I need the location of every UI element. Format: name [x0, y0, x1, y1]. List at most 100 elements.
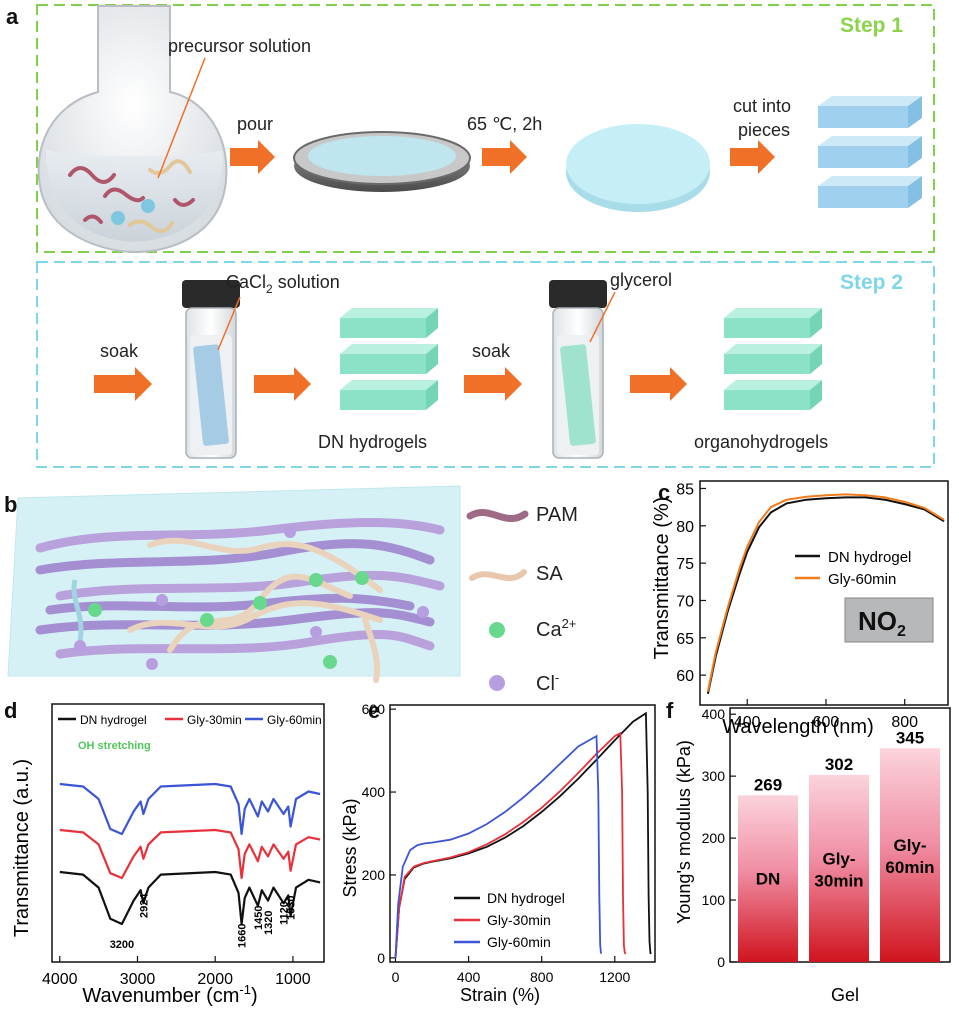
arrow-icon	[254, 367, 311, 401]
d-plot-frame	[51, 703, 325, 963]
petri-dish-icon	[293, 131, 471, 192]
f-y-tick-label: 0	[717, 954, 725, 970]
c-legend-label: DN hydrogel	[828, 549, 911, 566]
c-y-tick-label: 65	[676, 631, 694, 648]
f-category-label: 30min	[814, 871, 863, 890]
arrow-icon	[482, 140, 527, 174]
e-y-tick-label: 0	[377, 950, 385, 966]
c-x-tick-label: 800	[891, 714, 918, 731]
arrow-icon	[230, 140, 275, 174]
d-peak-label: 1450	[253, 906, 265, 930]
f-value-label: 269	[754, 775, 782, 794]
arrow-icon	[630, 367, 687, 401]
f-category-label: 60min	[885, 858, 934, 877]
d-peak-label: 2924	[138, 893, 150, 918]
e-y-tick-label: 200	[362, 867, 386, 883]
chloride-ion-icon	[489, 675, 505, 691]
d-peak-label: 1030	[286, 896, 298, 920]
step2-box	[36, 261, 935, 468]
f-y-tick-label: 300	[702, 768, 726, 784]
soak-label-1: soak	[100, 341, 139, 361]
no2-inset-image: NO2	[844, 597, 934, 643]
c-y-tick-label: 75	[676, 556, 694, 573]
e-x-tick-label: 400	[457, 969, 481, 985]
f-bar-1	[738, 795, 798, 962]
step2-title: Step 2	[840, 271, 903, 294]
c-x-tick-label: 600	[813, 714, 840, 731]
e-x-tick-label: 800	[530, 969, 554, 985]
e-y-tick-label: 600	[362, 701, 386, 717]
f-y-axis-label: Young's modulus (kPa)	[674, 740, 694, 924]
d-x-tick-label: 2000	[197, 971, 233, 988]
f-x-axis-label: Gel	[831, 985, 859, 1005]
f-value-label: 302	[825, 755, 853, 774]
c-y-axis-label: Transmittance (%)	[651, 497, 673, 660]
c-y-tick-label: 60	[676, 668, 694, 685]
gel-pieces-icon	[818, 96, 922, 208]
soak-label-2: soak	[472, 341, 511, 361]
panel-e-label: e	[368, 698, 380, 723]
f-category-label: Gly-	[822, 849, 855, 868]
f-bar-2	[809, 774, 869, 962]
cl-legend-label: Cl-	[536, 670, 559, 695]
d-legend-label: Gly-30min	[187, 713, 242, 727]
d-legend-label: DN hydrogel	[80, 713, 147, 727]
arrow-icon	[730, 140, 775, 174]
c-x-tick-label: 400	[734, 714, 761, 731]
d-series-line-3	[59, 782, 321, 836]
oh-stretching-annotation: OH stretching	[78, 740, 151, 752]
cut-label-line2: pieces	[738, 120, 790, 140]
pam-legend-icon	[466, 509, 529, 523]
pam-legend-label: PAM	[536, 504, 578, 526]
panel-f-label: f	[666, 698, 674, 723]
condition-label: 65 ℃, 2h	[467, 114, 542, 134]
svg-text:NO2: NO2	[858, 606, 906, 640]
e-series-line-3	[394, 734, 602, 958]
f-y-tick-label: 400	[702, 706, 726, 722]
d-peak-label: 3200	[110, 939, 134, 951]
calcium-ion-icon	[489, 622, 505, 638]
c-y-tick-label: 85	[676, 481, 694, 498]
cut-label-line1: cut into	[733, 96, 791, 116]
flask-icon	[37, 5, 228, 254]
f-y-tick-label: 200	[702, 830, 726, 846]
f-y-tick-label: 100	[702, 892, 726, 908]
panel-a-label: a	[6, 4, 19, 29]
step1-box	[36, 4, 935, 253]
d-y-axis-label: Transmittance (a.u.)	[11, 759, 33, 937]
dn-hydrogels-label: DN hydrogels	[318, 432, 427, 452]
d-series-line-1	[59, 870, 321, 926]
d-series-line-2	[59, 828, 321, 880]
e-legend-label: Gly-30min	[487, 912, 551, 928]
panel-d-label: d	[4, 698, 17, 723]
cacl2-label: CaCl2 solution	[226, 272, 340, 296]
vial-icon	[549, 280, 607, 459]
d-x-tick-label: 3000	[120, 971, 156, 988]
e-x-tick-label: 1200	[599, 969, 630, 985]
sa-legend-icon	[469, 569, 527, 581]
e-plot-frame	[389, 704, 656, 963]
d-x-tick-label: 1000	[275, 971, 311, 988]
e-series-line-2	[394, 731, 627, 958]
c-series-line-1	[706, 496, 945, 695]
network-illustration	[7, 485, 461, 683]
c-series-line-2	[706, 493, 945, 692]
pour-label: pour	[237, 114, 273, 134]
c-legend-label: Gly-60min	[828, 571, 896, 588]
panel-c-label: c	[658, 480, 670, 505]
dn-hydrogel-pieces-icon	[340, 308, 438, 410]
d-peak-label: 1120	[279, 901, 291, 925]
d-peak-label: 1660	[237, 924, 249, 948]
arrow-icon	[464, 367, 522, 401]
c-plot-frame	[699, 480, 949, 706]
d-legend-label: Gly-60min	[267, 713, 322, 727]
e-y-tick-label: 400	[362, 784, 386, 800]
e-x-tick-label: 0	[392, 969, 400, 985]
d-peak-label: 1320	[263, 911, 275, 935]
arrow-icon	[94, 367, 152, 401]
